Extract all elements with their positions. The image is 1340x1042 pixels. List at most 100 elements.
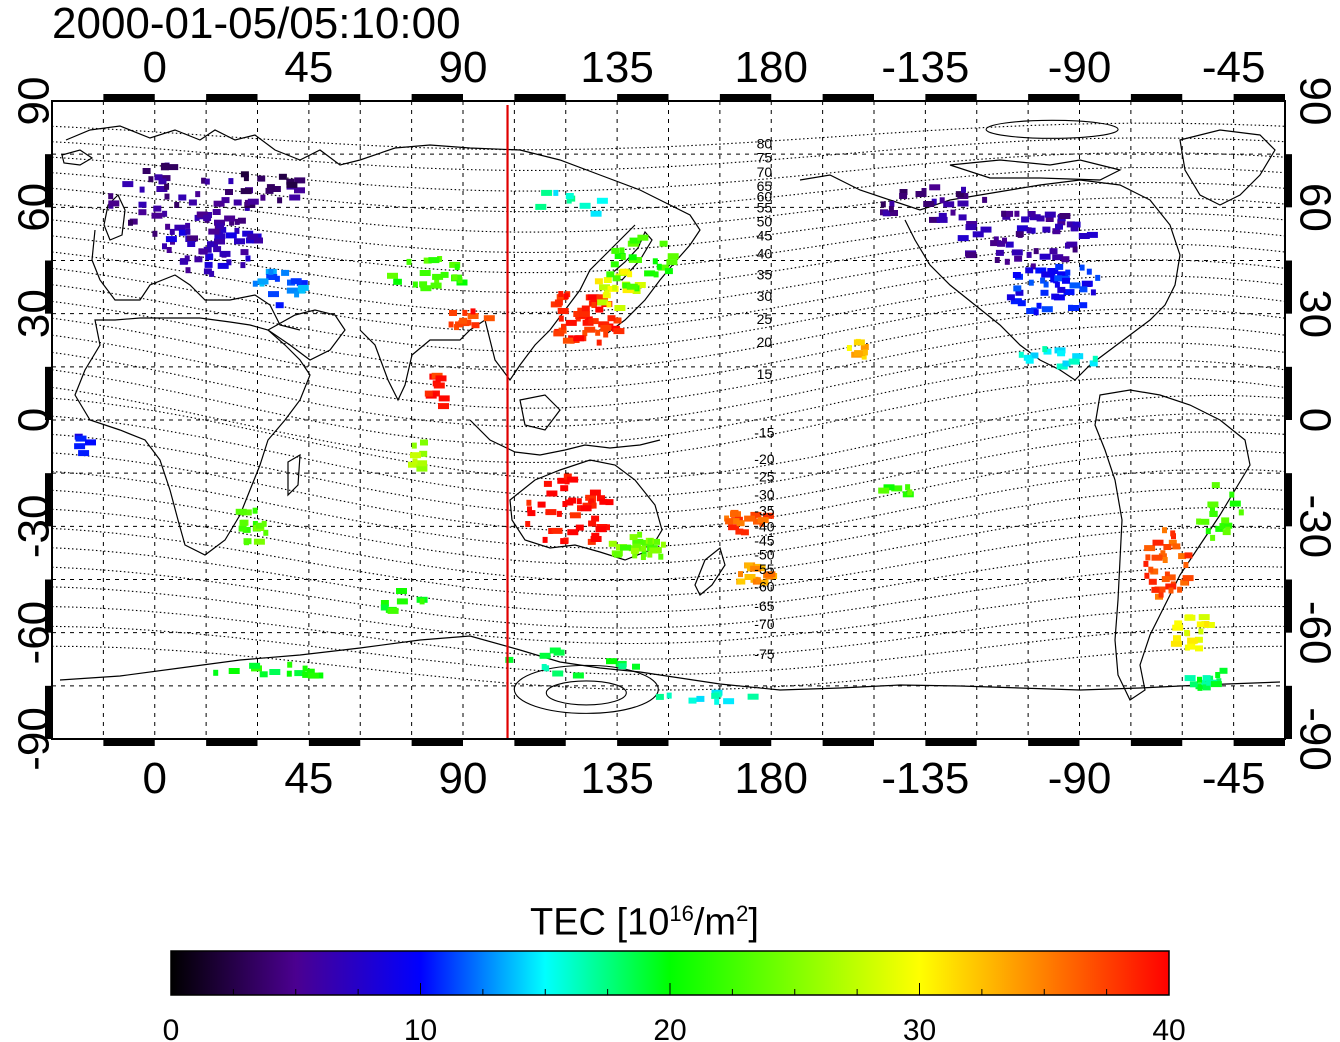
tec-pixel xyxy=(567,476,579,483)
tec-pixel xyxy=(412,458,418,465)
tec-pixel xyxy=(614,253,626,259)
tec-pixel xyxy=(269,669,281,675)
tec-pixel xyxy=(757,565,766,572)
tec-pixel xyxy=(286,670,292,677)
coastline-madagascar xyxy=(287,453,301,497)
tec-pixel xyxy=(628,254,637,261)
tec-pixel xyxy=(890,210,898,216)
tec-pixel xyxy=(1158,553,1167,560)
tec-pixel xyxy=(760,579,769,586)
tec-pixel xyxy=(854,350,866,357)
tec-pixel xyxy=(626,283,638,290)
tec-pixel xyxy=(1162,557,1168,563)
tec-pixel xyxy=(1204,621,1210,627)
tec-pixel xyxy=(1026,308,1038,314)
frame-bar-bottom xyxy=(103,739,155,746)
tec-pixel xyxy=(440,271,449,278)
colorbar-title-sup2: 2 xyxy=(736,901,749,926)
tec-pixel xyxy=(1030,211,1036,218)
tec-pixel xyxy=(1215,525,1224,532)
tec-pixel xyxy=(600,325,612,331)
tec-pixel xyxy=(1219,523,1225,530)
coastline-antarctica xyxy=(59,635,1281,691)
maglat-contour xyxy=(52,526,1285,598)
tec-pixel xyxy=(221,226,227,233)
tec-pixel xyxy=(1057,350,1066,357)
y-tick-label-right: 60 xyxy=(1291,183,1340,232)
tec-pixel xyxy=(266,274,278,280)
tec-pixel xyxy=(416,465,428,472)
tec-pixel xyxy=(923,201,935,207)
maglat-label: -50 xyxy=(754,547,774,563)
tec-pixel xyxy=(420,439,428,446)
tec-pixel xyxy=(667,253,679,260)
tec-pixel xyxy=(274,275,280,282)
tec-pixel xyxy=(174,202,180,208)
maglat-label: 25 xyxy=(757,311,773,327)
tec-pixel xyxy=(169,228,175,235)
maglat-contour xyxy=(52,197,1285,254)
tec-pixel xyxy=(1195,645,1203,652)
tec-pixel xyxy=(221,197,230,204)
x-tick-label-bottom: -45 xyxy=(1202,754,1266,803)
tec-pixel xyxy=(647,551,653,558)
tec-pixel xyxy=(255,522,264,529)
tec-pixel xyxy=(1162,527,1167,534)
tec-pixel xyxy=(1168,587,1174,594)
tec-pixel xyxy=(618,663,627,670)
tec-pixel xyxy=(243,175,249,182)
tec-pixel xyxy=(233,199,242,206)
tec-pixel xyxy=(1041,306,1053,313)
y-tick-label-left: 30 xyxy=(10,289,59,338)
x-tick-label-top: 90 xyxy=(439,43,488,92)
tec-pixel xyxy=(1215,672,1221,678)
frame-bar-left xyxy=(45,473,52,527)
tec-pixel xyxy=(1054,281,1060,288)
tec-pixel xyxy=(588,318,594,325)
coastline-arctic-islands xyxy=(949,159,1122,181)
tec-pixel xyxy=(1144,572,1150,579)
coastline-africa xyxy=(74,317,311,556)
tec-pixel xyxy=(148,176,154,183)
tec-pixel xyxy=(1178,553,1187,560)
tec-pixel xyxy=(1035,267,1047,274)
tec-pixel xyxy=(637,234,649,241)
tec-pixel xyxy=(1184,629,1190,636)
tec-pixel xyxy=(244,199,250,206)
tec-pixel xyxy=(1170,640,1182,647)
tec-pixel xyxy=(1033,248,1039,255)
tec-pixel xyxy=(562,501,568,507)
tec-pixel xyxy=(740,529,749,536)
tec-pixel xyxy=(1017,231,1023,238)
tec-pixel xyxy=(459,317,468,324)
tec-pixel xyxy=(622,282,631,289)
tec-pixel xyxy=(526,499,532,506)
frame-bar-right xyxy=(1285,366,1292,420)
tec-pixel xyxy=(296,280,308,287)
frame-bar-bottom xyxy=(1028,739,1080,746)
tec-pixel xyxy=(1025,357,1034,364)
tec-pixel xyxy=(750,565,762,572)
tec-pixel xyxy=(1044,211,1056,218)
tec-pixel xyxy=(302,671,311,678)
tec-pixel xyxy=(629,237,641,244)
tec-pixel xyxy=(565,193,574,199)
frame-bar-top xyxy=(719,94,772,101)
tec-pixel xyxy=(234,238,245,245)
tec-pixel xyxy=(419,450,428,457)
tec-pixel xyxy=(613,328,625,335)
tec-pixel xyxy=(266,184,275,191)
tec-pixel xyxy=(1043,281,1049,288)
tec-pixel xyxy=(1033,309,1039,316)
tec-pixel xyxy=(620,254,626,260)
tec-pixel xyxy=(438,403,449,410)
tec-pixel xyxy=(1219,667,1228,674)
tec-pixel xyxy=(548,528,554,534)
tec-pixel xyxy=(929,184,941,191)
grid-lines xyxy=(52,101,1285,739)
tec-pixel xyxy=(1049,248,1058,255)
tec-pixel xyxy=(380,604,389,611)
tec-pixel xyxy=(632,552,638,559)
maglat-label: -70 xyxy=(754,616,774,632)
tec-pixel xyxy=(1036,302,1042,309)
